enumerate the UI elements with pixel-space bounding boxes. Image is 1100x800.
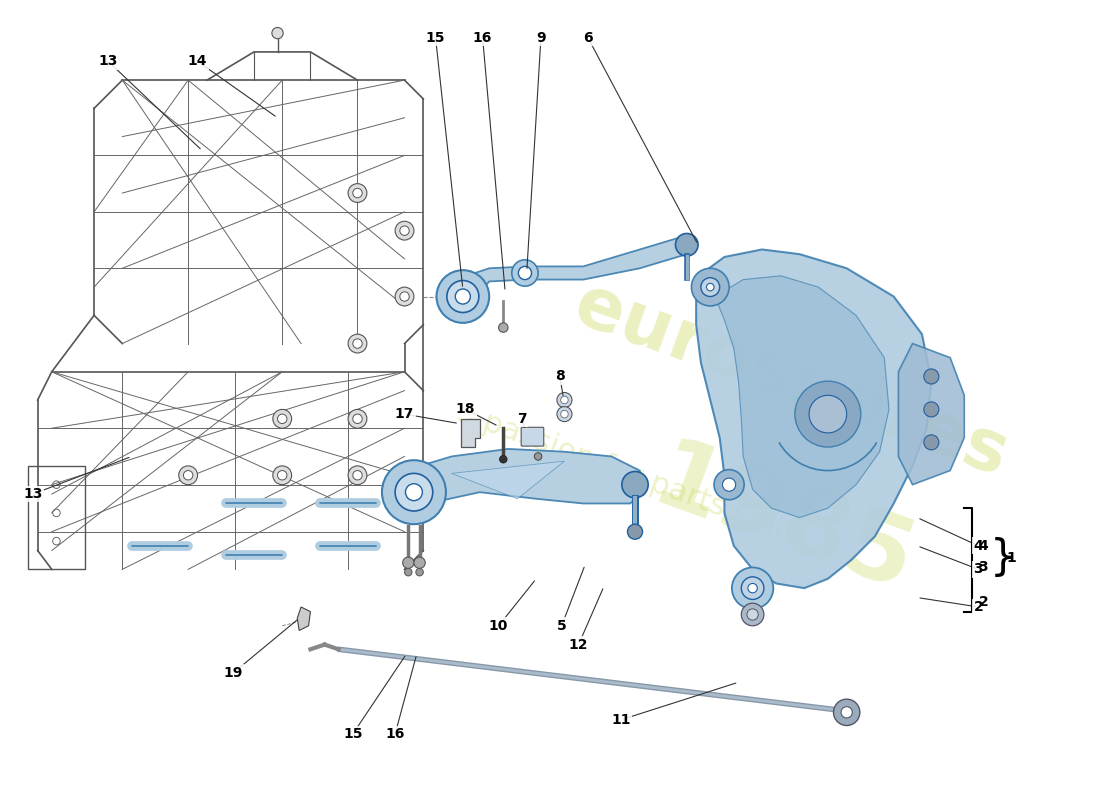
Circle shape — [706, 283, 714, 291]
Circle shape — [416, 568, 424, 576]
Polygon shape — [696, 250, 932, 588]
Circle shape — [498, 323, 508, 332]
Text: 6: 6 — [583, 31, 593, 45]
Text: 18: 18 — [455, 402, 475, 417]
Text: 11: 11 — [612, 713, 630, 727]
Text: 16: 16 — [473, 31, 493, 45]
Polygon shape — [461, 235, 696, 315]
FancyBboxPatch shape — [521, 427, 543, 446]
Text: 8: 8 — [554, 370, 564, 383]
Circle shape — [675, 234, 698, 256]
Text: 17: 17 — [395, 407, 415, 421]
Circle shape — [353, 188, 362, 198]
Circle shape — [353, 339, 362, 348]
Text: 12: 12 — [569, 638, 589, 651]
Polygon shape — [297, 607, 310, 630]
Text: 2: 2 — [974, 600, 983, 614]
Circle shape — [924, 435, 939, 450]
Circle shape — [518, 266, 531, 279]
Text: 9: 9 — [536, 31, 546, 45]
Circle shape — [399, 470, 409, 480]
Circle shape — [621, 471, 648, 498]
Text: 15: 15 — [426, 31, 446, 45]
Circle shape — [692, 268, 729, 306]
Text: 1: 1 — [1006, 551, 1016, 565]
Circle shape — [557, 406, 572, 422]
Circle shape — [741, 577, 763, 599]
Circle shape — [353, 414, 362, 423]
Circle shape — [834, 699, 860, 726]
Text: 10: 10 — [488, 618, 508, 633]
Circle shape — [348, 334, 367, 353]
Circle shape — [455, 289, 471, 304]
Circle shape — [741, 603, 763, 626]
Polygon shape — [461, 419, 480, 447]
Text: 13: 13 — [99, 54, 118, 68]
Circle shape — [348, 466, 367, 485]
Circle shape — [403, 557, 414, 568]
Text: 4: 4 — [974, 539, 983, 553]
Circle shape — [557, 393, 572, 407]
Circle shape — [437, 270, 490, 323]
Circle shape — [353, 470, 362, 480]
Circle shape — [795, 381, 861, 447]
Circle shape — [399, 292, 409, 302]
Circle shape — [395, 466, 414, 485]
Circle shape — [395, 287, 414, 306]
Text: 1985: 1985 — [640, 432, 926, 612]
Circle shape — [748, 583, 757, 593]
Circle shape — [395, 474, 432, 511]
Circle shape — [512, 260, 538, 286]
Polygon shape — [715, 276, 889, 518]
Text: }: } — [990, 537, 1016, 579]
Circle shape — [395, 222, 414, 240]
Text: eurospares: eurospares — [564, 270, 1018, 492]
Circle shape — [561, 410, 569, 418]
Circle shape — [723, 478, 736, 491]
Circle shape — [714, 470, 744, 500]
Polygon shape — [899, 343, 965, 485]
Circle shape — [273, 466, 292, 485]
Text: 5: 5 — [557, 618, 566, 633]
Circle shape — [277, 470, 287, 480]
Circle shape — [277, 414, 287, 423]
Circle shape — [701, 278, 719, 297]
Circle shape — [405, 568, 412, 576]
Text: 15: 15 — [343, 727, 363, 741]
Circle shape — [808, 395, 847, 433]
Text: 14: 14 — [188, 54, 207, 68]
Circle shape — [561, 396, 569, 404]
Circle shape — [842, 706, 852, 718]
Circle shape — [499, 455, 507, 463]
Text: 19: 19 — [223, 666, 243, 680]
Text: a passion for parts since: a passion for parts since — [452, 398, 813, 553]
Circle shape — [447, 281, 478, 313]
Circle shape — [627, 524, 642, 539]
Circle shape — [414, 557, 426, 568]
Circle shape — [272, 27, 283, 38]
Text: 13: 13 — [23, 487, 43, 501]
Text: 3: 3 — [978, 561, 988, 574]
Text: 7: 7 — [517, 412, 527, 426]
Circle shape — [406, 484, 422, 501]
Circle shape — [184, 470, 192, 480]
Text: 4: 4 — [978, 539, 988, 553]
Circle shape — [399, 226, 409, 235]
Text: 2: 2 — [978, 595, 988, 610]
Circle shape — [273, 410, 292, 428]
Circle shape — [382, 460, 446, 524]
Text: 3: 3 — [974, 562, 983, 576]
Circle shape — [924, 402, 939, 417]
Polygon shape — [452, 461, 564, 498]
Circle shape — [178, 466, 198, 485]
Text: 16: 16 — [385, 727, 405, 741]
Circle shape — [535, 453, 542, 460]
Circle shape — [348, 410, 367, 428]
Circle shape — [732, 567, 773, 609]
Circle shape — [924, 369, 939, 384]
Circle shape — [348, 184, 367, 202]
Polygon shape — [405, 449, 645, 513]
Circle shape — [747, 609, 758, 620]
